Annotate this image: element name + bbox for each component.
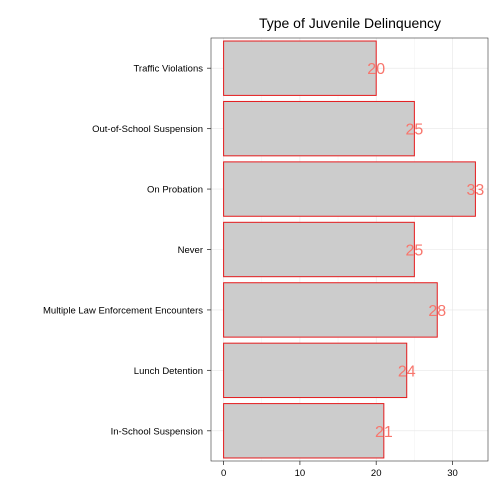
bar — [223, 221, 415, 278]
bar — [223, 282, 438, 338]
bar — [223, 161, 476, 217]
bars — [223, 40, 476, 459]
bar — [223, 100, 415, 157]
bar-value-label: 20 — [367, 61, 385, 78]
bar-value-label: 28 — [428, 303, 446, 320]
x-tick-label: 10 — [295, 468, 306, 479]
bar-value-label: 24 — [398, 363, 416, 380]
category-label: On Probation — [147, 185, 203, 196]
bar — [223, 342, 408, 399]
x-tick-label: 0 — [221, 468, 226, 479]
bar-value-label: 33 — [467, 182, 485, 199]
x-tick-label: 20 — [371, 468, 382, 479]
x-tick-label: 30 — [447, 468, 458, 479]
bar — [223, 40, 377, 96]
x-axis-ticks: 0 10 20 30 — [221, 461, 458, 479]
category-label: Never — [178, 245, 203, 256]
chart-title: Type of Juvenile Delinquency — [259, 15, 441, 31]
category-label: Traffic Violations — [133, 64, 203, 75]
bar-value-label: 21 — [375, 424, 393, 441]
category-label: Multiple Law Enforcement Encounters — [43, 305, 203, 316]
category-label: Lunch Detention — [134, 366, 203, 377]
category-label: Out-of-School Suspension — [92, 124, 203, 135]
bar — [223, 403, 385, 459]
value-labels: 20 25 33 25 28 24 21 — [367, 61, 484, 441]
panel-border — [210, 37, 489, 462]
category-label: In-School Suspension — [111, 426, 203, 437]
y-axis-category-labels: Traffic Violations Out-of-School Suspensi… — [43, 64, 211, 437]
bar-value-label: 25 — [405, 243, 423, 260]
bar-value-label: 25 — [405, 122, 423, 139]
